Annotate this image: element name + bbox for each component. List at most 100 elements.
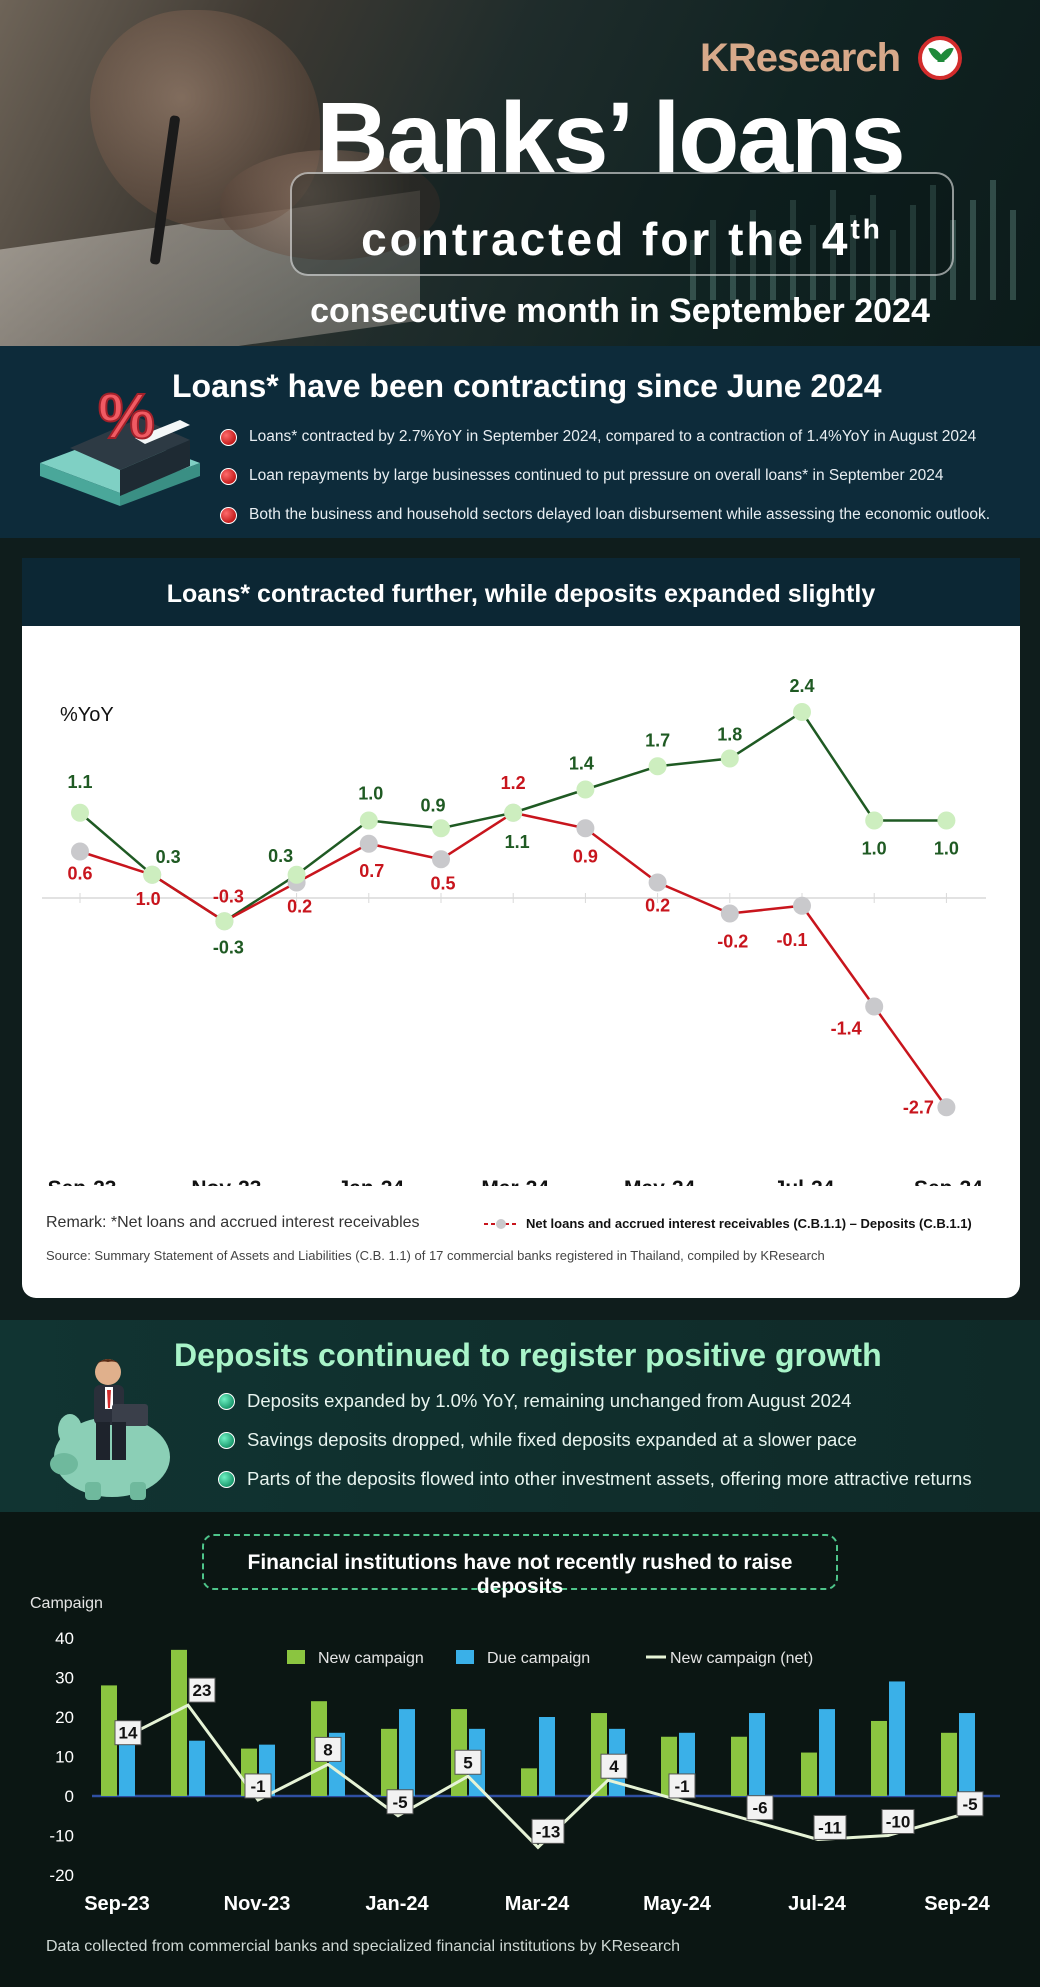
new-campaign-bar [381,1728,397,1796]
x-tick-label: Sep-24 [924,1893,990,1915]
deposits-data-point [432,819,450,838]
deposits-data-point [359,811,378,830]
x-tick-label: May-24 [624,1177,696,1186]
deposits-bullet-text: Parts of the deposits flowed into other … [247,1468,972,1489]
due-campaign-bar [189,1740,205,1796]
deposits-data-point [720,749,739,768]
due-campaign-bar [399,1709,415,1796]
y-tick-label: 40 [55,1629,74,1648]
header-banner: KResearch Banks’ loans contracted for th… [0,0,1040,346]
deposits-data-point [793,703,811,721]
legend-swatch [456,1650,474,1664]
loans-bullet: Loan repayments by large businesses cont… [220,467,944,485]
deposits-data-label: 0.9 [420,795,445,815]
subtitle-superscript: th [850,213,883,245]
x-tick-label: May-24 [643,1893,712,1915]
hand-photo-2 [220,150,440,260]
net-value-label-box [454,1749,482,1775]
chart2-title-frame [202,1534,838,1590]
loans-data-label: 0.2 [287,897,312,917]
kasikorn-leaf-icon [918,36,962,80]
due-campaign-bar [119,1740,135,1796]
x-tick-label: Jan-24 [338,1177,405,1186]
x-tick-label: Jul-24 [774,1177,835,1186]
deposits-data-point [215,912,234,931]
deposits-data-label: 1.0 [934,839,959,859]
loans-bullet-text: Both the business and household sectors … [249,506,991,523]
loans-bullet: Loans* contracted by 2.7%YoY in Septembe… [220,428,976,446]
deposits-bullet-text: Savings deposits dropped, while fixed de… [247,1429,857,1450]
logo: KResearch [700,36,901,80]
deposits-bullet: Deposits expanded by 1.0% YoY, remaining… [218,1390,851,1412]
y-tick-label: 10 [55,1748,74,1767]
deposits-section-title: Deposits continued to register positive … [174,1337,882,1373]
x-tick-label: Jan-24 [365,1893,429,1915]
deposits-data-point [648,757,667,776]
loans-data-point [71,842,89,861]
loans-data-label: -0.1 [776,930,807,950]
legend-label: Due campaign [487,1650,590,1667]
loans-data-label: 0.6 [67,864,92,884]
loans-data-point [576,819,595,838]
chart2-footnote: Data collected from commercial banks and… [46,1938,681,1955]
subtitle-text: contracted for the 4 [361,213,851,265]
net-value-label: 4 [609,1757,619,1776]
x-tick-label: Sep-23 [84,1893,150,1915]
new-campaign-bar [521,1768,537,1796]
new-campaign-bar [101,1685,117,1796]
deposits-data-point [504,803,523,822]
page-title: Banks’ loans [316,82,905,194]
bullet-icon [218,1431,235,1449]
subtitle-frame [290,172,954,276]
y-tick-label: 30 [55,1669,74,1688]
deposits-data-label: 0.3 [156,847,181,867]
bullet-icon [218,1392,235,1410]
loans-data-label: 1.2 [501,773,526,793]
net-value-label-box [114,1720,142,1746]
x-tick-label: Jul-24 [788,1893,847,1915]
deposits-data-label: 1.0 [358,784,383,804]
deposits-data-label: 1.7 [645,730,670,750]
net-value-label: -5 [392,1793,407,1812]
svg-text:%: % [98,380,155,452]
deposits-summary-section [0,1320,1040,1512]
loans-deposits-line-chart: 0.6 1.0 -0.3 0.2 0.7 0.5 1.2 0.9 0.2 -0.2 -0.1 -1.4… [42,676,986,1186]
y-tick-label: -20 [49,1866,74,1885]
bullet-icon [220,428,237,446]
legend-label: New campaign [318,1650,424,1667]
loans-series-line [79,811,948,1108]
chart2-y-axis-label: Campaign [30,1595,103,1612]
net-value-label: 14 [119,1724,138,1743]
due-campaign-bar [959,1713,975,1796]
net-value-label: -11 [818,1818,842,1837]
money-percent-icon: % [40,379,200,506]
page-subtitle-line3: consecutive month in September 2024 [310,292,930,330]
net-value-label-box [244,1773,272,1799]
x-tick-label: Sep-24 [914,1177,983,1186]
deposits-data-point [576,780,595,799]
net-value-label-box [600,1753,628,1779]
loans-bullet-text: Loans* contracted by 2.7%YoY in Septembe… [249,428,977,445]
legend-swatch [287,1650,305,1664]
chart1-legend: Net loans and accrued interest receivabl… [484,1216,972,1231]
loans-data-label: 0.5 [430,873,455,893]
due-campaign-bar [889,1681,905,1796]
net-value-label: 5 [463,1753,472,1772]
loans-deposits-chart-card [22,558,1020,1298]
y-tick-label: 0 [65,1787,74,1806]
deposits-bullet-text: Deposits expanded by 1.0% YoY, remaining… [247,1390,852,1411]
net-value-label-box [813,1814,847,1840]
new-campaign-bar [941,1732,957,1796]
net-value-label-box [956,1791,984,1817]
net-value-label: -5 [962,1795,977,1814]
loans-data-label: -0.2 [717,932,748,952]
chart1-remark: Remark: *Net loans and accrued interest … [46,1214,420,1231]
loans-data-point [432,850,450,869]
deposits-data-point [143,865,162,884]
net-value-label-box [386,1789,414,1815]
net-value-label-box [881,1809,915,1834]
deposits-bullet: Savings deposits dropped, while fixed de… [218,1429,857,1451]
background-chart-decoration [690,180,1016,300]
loans-data-label: 0.2 [645,896,670,916]
campaign-bar-chart: 40 30 20 10 0 -10 -20 14 23 -1 8 -5 5 -13 4 -1 -6 -11 -10 -… [49,1629,1000,1915]
